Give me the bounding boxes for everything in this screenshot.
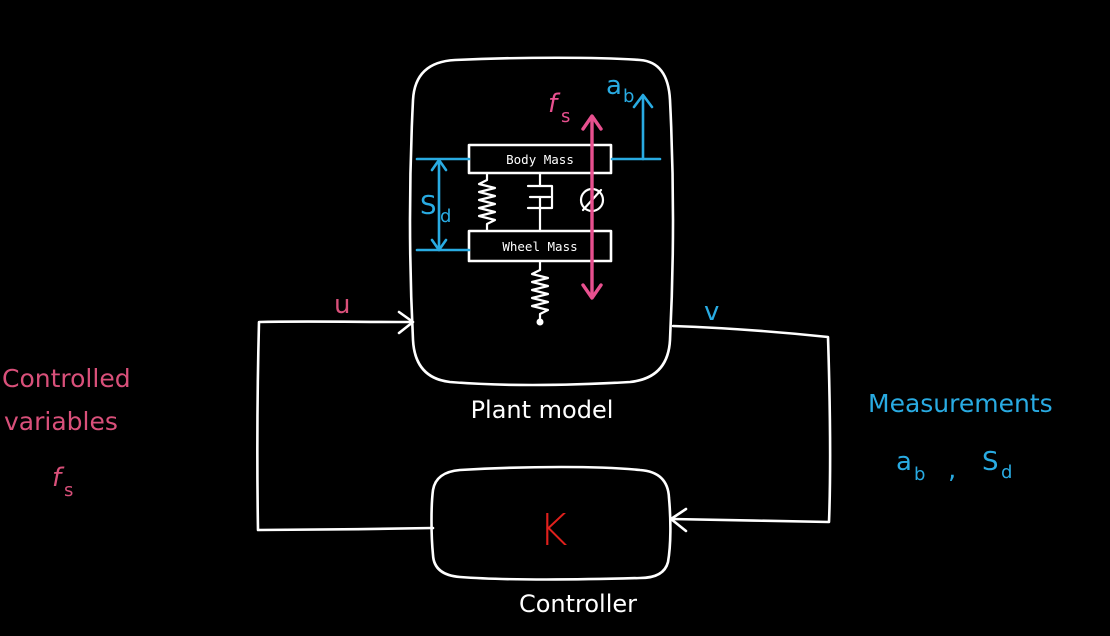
measurements-s-subscript: d: [1001, 462, 1012, 483]
deflection-indicator: [415, 157, 471, 252]
controller-label: Controller: [519, 590, 637, 618]
accel-subscript: b: [623, 86, 634, 107]
measurements-title: Measurements: [868, 389, 1053, 418]
accel-symbol: a: [606, 71, 622, 101]
measurements-a-symbol: a: [896, 447, 912, 477]
deflection-subscript: d: [440, 206, 451, 227]
force-arrow: [581, 114, 603, 300]
accel-indicator: [610, 93, 662, 161]
body-mass-label: Body Mass: [506, 152, 574, 167]
controlled-variables-subscript: s: [64, 480, 73, 501]
suspension-spring: [477, 171, 497, 233]
output-signal-label: v: [704, 297, 719, 327]
controller-symbol: K: [539, 505, 568, 556]
plant-box: [408, 56, 675, 387]
wheel-mass-label: Wheel Mass: [502, 239, 577, 254]
controlled-variables-line2: variables: [4, 407, 118, 436]
measurements-s-symbol: S: [982, 447, 999, 477]
output-arrowhead: [669, 507, 688, 533]
input-arrowhead: [397, 310, 415, 335]
force-symbol: f: [548, 89, 561, 119]
input-signal-label: u: [334, 290, 350, 320]
input-signal-line: [256, 320, 435, 532]
output-signal-line: [670, 324, 832, 524]
measurements-separator: ,: [948, 455, 956, 485]
ground-contact: [536, 318, 544, 326]
controlled-variables-line1: Controlled: [2, 364, 131, 393]
deflection-symbol: S: [420, 191, 437, 221]
controller-box: [430, 465, 672, 581]
plant-label: Plant model: [471, 396, 614, 424]
damper-icon: [526, 171, 554, 233]
force-subscript: s: [561, 106, 570, 127]
measurements-a-subscript: b: [914, 464, 925, 485]
tire-spring: [530, 259, 550, 322]
